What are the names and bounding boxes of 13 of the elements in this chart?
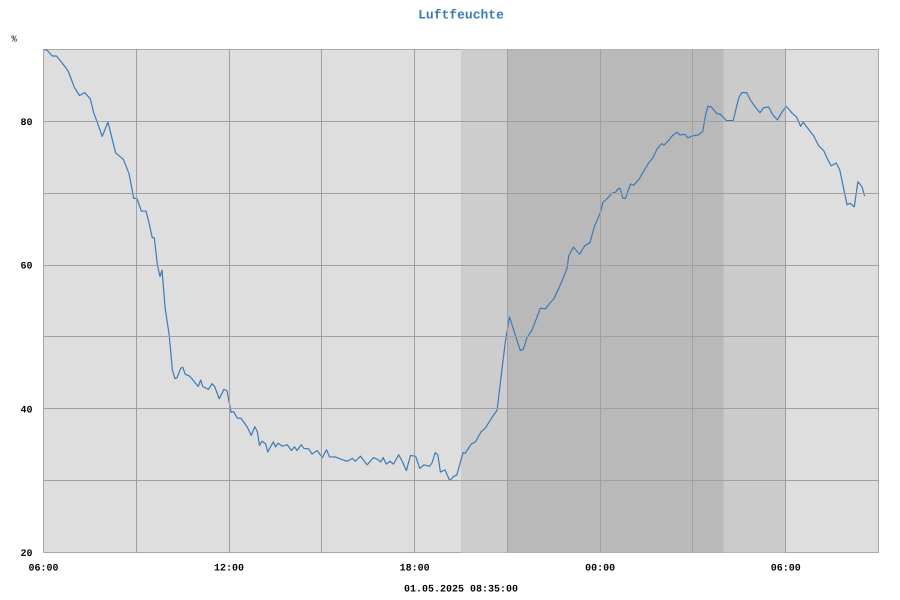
chart-title: Luftfeuchte [418, 8, 504, 22]
x-tick-label: 18:00 [400, 564, 430, 574]
x-tick-label: 06:00 [28, 564, 59, 574]
text: 01.05.2025 08:35:00 [404, 584, 518, 596]
x-tick-label: 12:00 [214, 564, 244, 574]
y-axis-title: % [12, 34, 18, 44]
y-tick-label: 60 [20, 262, 33, 273]
x-tick-label: 00:00 [585, 564, 616, 574]
line-series [44, 50, 866, 482]
y-tick-label: 20 [20, 549, 33, 560]
y-tick-label: 80 [20, 118, 33, 129]
x-tick-label: 06:00 [770, 564, 801, 574]
y-tick-label: 40 [20, 405, 33, 416]
